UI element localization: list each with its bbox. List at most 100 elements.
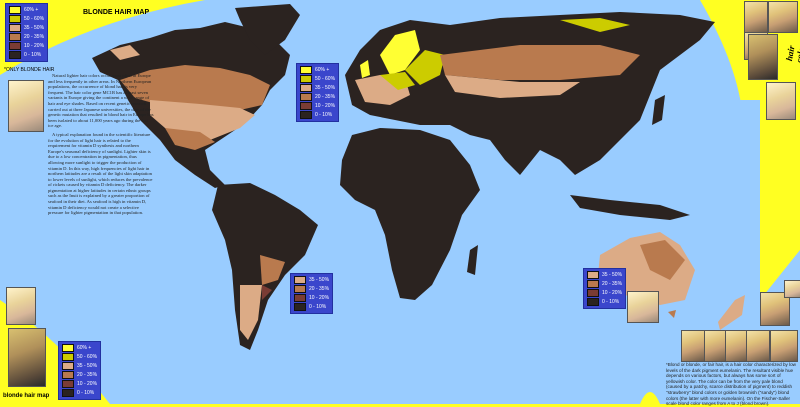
legend-swatch bbox=[62, 371, 74, 379]
alaska-tan bbox=[110, 45, 140, 60]
legend-label: 60% + bbox=[77, 345, 92, 351]
russia-brown bbox=[440, 45, 640, 80]
map-title: BLONDE HAIR MAP bbox=[83, 9, 150, 16]
legend-swatch bbox=[300, 102, 312, 110]
legend-label: 35 - 50% bbox=[315, 85, 336, 91]
legend-label: 20 - 35% bbox=[602, 281, 623, 287]
photo-girl-closeup bbox=[748, 34, 778, 80]
photo-mugshot-4 bbox=[746, 330, 770, 362]
madagascar bbox=[467, 245, 478, 275]
legend-label: 20 - 35% bbox=[309, 286, 330, 292]
legend-label: 50 - 60% bbox=[77, 354, 98, 360]
legend-item: 35 - 50% bbox=[62, 362, 97, 370]
legend-label: 20 - 35% bbox=[24, 34, 45, 40]
legend-label: 20 - 35% bbox=[77, 372, 98, 378]
legend-swatch bbox=[9, 33, 21, 41]
legend-swatch bbox=[9, 42, 21, 50]
legend-label: 35 - 50% bbox=[24, 25, 45, 31]
photo-braid-1 bbox=[744, 1, 768, 33]
legend-label: 10 - 20% bbox=[77, 381, 98, 387]
legend-item: 35 - 50% bbox=[9, 24, 44, 32]
legend-swatch bbox=[294, 294, 306, 302]
africa bbox=[340, 128, 480, 300]
legend-item: 35 - 50% bbox=[300, 84, 335, 92]
only-blonde-note: *ONLY BLONDE HAIR bbox=[4, 67, 55, 73]
legend-swatch bbox=[62, 362, 74, 370]
photo-mugshot-1 bbox=[681, 330, 705, 362]
legend-swatch bbox=[587, 280, 599, 288]
legend-item: 20 - 35% bbox=[62, 371, 97, 379]
hair-color-label: hair color bbox=[784, 43, 800, 64]
legend-swatch bbox=[9, 6, 21, 14]
blonde-hair-map-caption: blonde hair map bbox=[3, 393, 50, 399]
japan bbox=[652, 95, 665, 125]
central-europe-yellow bbox=[380, 72, 415, 90]
photo-braid-2 bbox=[768, 1, 798, 33]
legend-europe: 60% + 50 - 60% 35 - 50% 20 - 35% 10 - 20% 0 -… bbox=[296, 63, 340, 122]
photo-mugshot-3 bbox=[725, 330, 747, 362]
legend-swatch bbox=[62, 344, 74, 352]
legend-label: 20 - 35% bbox=[315, 94, 336, 100]
south-brazil-brown bbox=[260, 255, 285, 285]
indonesia bbox=[570, 195, 690, 220]
siberia-yellow bbox=[560, 18, 630, 32]
legend-swatch bbox=[62, 353, 74, 361]
legend-label: 0 - 10% bbox=[309, 304, 327, 310]
legend-label: 35 - 50% bbox=[309, 277, 330, 283]
legend-item: 60% + bbox=[300, 66, 335, 74]
legend-label: 0 - 10% bbox=[77, 390, 95, 396]
legend-label: 50 - 60% bbox=[24, 16, 45, 22]
ocean-right bbox=[700, 100, 760, 340]
photo-blonde-girl bbox=[8, 80, 44, 132]
description-text: Natural lighter hair colors occur most o… bbox=[48, 73, 154, 219]
legend-label: 10 - 20% bbox=[24, 43, 45, 49]
us-brown bbox=[165, 128, 215, 150]
legend-item: 20 - 35% bbox=[9, 33, 44, 41]
legend-label: 10 - 20% bbox=[309, 295, 330, 301]
legend-swatch bbox=[300, 75, 312, 83]
legend-item: 50 - 60% bbox=[62, 353, 97, 361]
greenland bbox=[235, 4, 300, 55]
legend-swatch bbox=[294, 276, 306, 284]
legend-swatch bbox=[62, 389, 74, 397]
legend-item: 10 - 20% bbox=[62, 380, 97, 388]
legend-australia: 35 - 50% 20 - 35% 10 - 20% 0 - 10% bbox=[583, 268, 627, 309]
photo-blonde-boy bbox=[8, 328, 46, 387]
legend-swatch bbox=[300, 111, 312, 119]
legend-item: 0 - 10% bbox=[62, 389, 97, 397]
legend-swatch bbox=[587, 271, 599, 279]
legend-swatch bbox=[294, 285, 306, 293]
photo-blonde-child bbox=[6, 287, 36, 325]
legend-swatch bbox=[300, 84, 312, 92]
legend-item: 50 - 60% bbox=[300, 75, 335, 83]
australia-brown bbox=[640, 240, 685, 280]
legend-swatch bbox=[62, 380, 74, 388]
legend-label: 0 - 10% bbox=[24, 52, 42, 58]
legend-item: 35 - 50% bbox=[587, 271, 622, 279]
footnote-text: *Blond or blonde, or fair hair, is a hai… bbox=[666, 362, 796, 407]
legend-item: 10 - 20% bbox=[294, 294, 329, 302]
legend-swatch bbox=[9, 15, 21, 23]
tasmania bbox=[668, 310, 676, 318]
uk bbox=[360, 60, 370, 78]
legend-item: 20 - 35% bbox=[300, 93, 335, 101]
legend-label: 50 - 60% bbox=[315, 76, 336, 82]
legend-label: 60% + bbox=[315, 67, 330, 73]
legend-main: 60% + 50 - 60% 35 - 50% 20 - 35% 10 - 20% 0 -… bbox=[5, 3, 49, 62]
legend-item: 60% + bbox=[9, 6, 44, 14]
legend-south-america: 35 - 50% 20 - 35% 10 - 20% 0 - 10% bbox=[290, 273, 334, 314]
legend-label: 0 - 10% bbox=[602, 299, 620, 305]
argentina-tan bbox=[240, 285, 262, 340]
legend-item: 0 - 10% bbox=[294, 303, 329, 311]
photo-mugshot-2 bbox=[704, 330, 726, 362]
photo-blonde-boy-2 bbox=[766, 82, 796, 120]
baltic-yellow bbox=[405, 50, 445, 85]
legend-item: 60% + bbox=[62, 344, 97, 352]
uruguay-brown bbox=[262, 285, 272, 300]
legend-item: 10 - 20% bbox=[9, 42, 44, 50]
legend-item: 20 - 35% bbox=[587, 280, 622, 288]
legend-item: 0 - 10% bbox=[300, 111, 335, 119]
legend-label: 0 - 10% bbox=[315, 112, 333, 118]
legend-item: 0 - 10% bbox=[9, 51, 44, 59]
